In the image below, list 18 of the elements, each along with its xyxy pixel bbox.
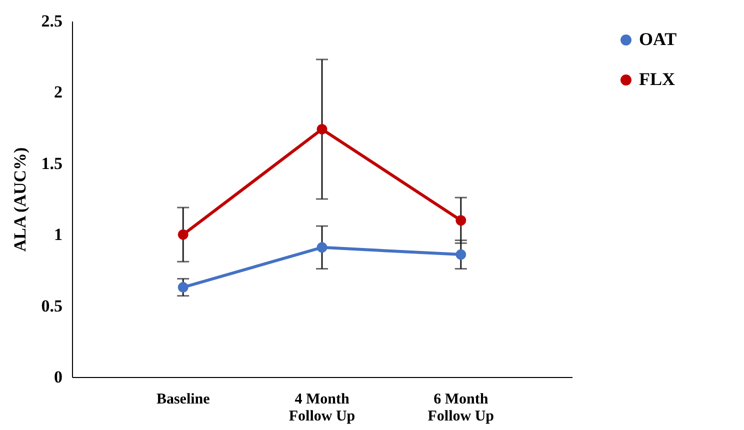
legend-label: FLX bbox=[639, 69, 675, 89]
y-tick-label: 1.5 bbox=[41, 154, 62, 173]
y-tick-label: 1 bbox=[54, 225, 62, 244]
y-axis-title: ALA (AUC%) bbox=[10, 147, 30, 252]
legend-label: OAT bbox=[639, 29, 677, 49]
x-tick-label: Baseline bbox=[156, 392, 210, 408]
point bbox=[178, 282, 188, 293]
point bbox=[316, 124, 328, 134]
y-tick-label: 2 bbox=[54, 82, 62, 102]
x-tick-label: 6 Month Follow Up bbox=[428, 392, 494, 424]
point bbox=[316, 242, 328, 253]
y-tick-label: 0 bbox=[54, 368, 62, 386]
y-tick-label: 0.5 bbox=[41, 296, 62, 316]
y-tick-label: 2.5 bbox=[41, 12, 62, 30]
point bbox=[456, 249, 466, 260]
x-tick-label: 4 Month Follow Up bbox=[288, 392, 356, 424]
point bbox=[178, 229, 188, 240]
point bbox=[456, 215, 466, 226]
